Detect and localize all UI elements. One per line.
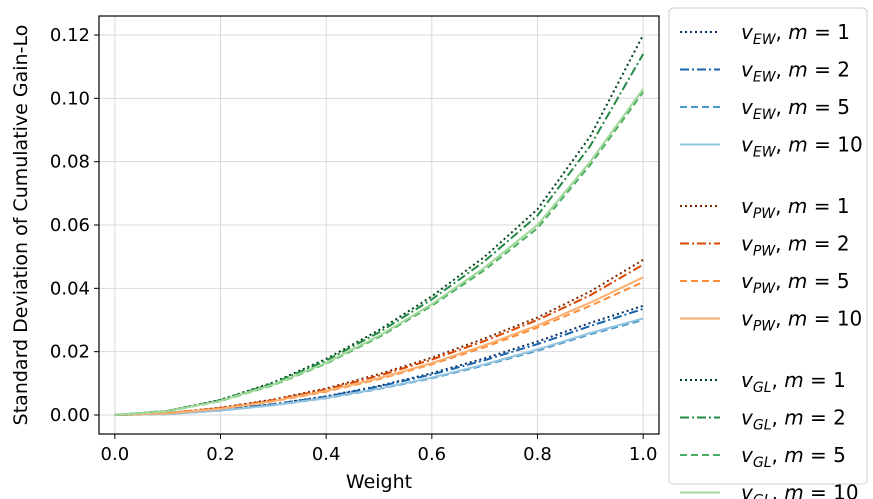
legend-label-ew-m5: vEW, m = 5 — [741, 95, 850, 123]
x-tick-label: 0.4 — [312, 444, 341, 465]
x-axis-label: Weight — [346, 471, 412, 493]
legend-label-pw-m5: vPW, m = 5 — [741, 269, 850, 297]
x-tick-label: 0.0 — [101, 444, 130, 465]
series-line-gl-m10 — [114, 88, 645, 416]
series-line-ew-m10 — [114, 317, 644, 416]
y-tick-label: 0.10 — [50, 88, 90, 109]
legend-label-pw-m1: vPW, m = 1 — [741, 194, 850, 222]
x-tick-label: 1.0 — [629, 444, 658, 465]
legend-label-pw-m2: vPW, m = 2 — [741, 232, 850, 260]
legend-label-gl-m2: vGL, m = 2 — [741, 406, 846, 434]
legend-label-pw-m10: vPW, m = 10 — [741, 307, 862, 335]
y-tick-label: 0.12 — [50, 25, 90, 46]
y-axis-ticks: 0.00 0.02 0.04 0.06 0.08 0.10 0.12 — [50, 25, 99, 426]
y-tick-label: 0.06 — [50, 215, 90, 236]
series-lines — [114, 34, 645, 416]
x-tick-label: 0.6 — [418, 444, 447, 465]
legend-label-ew-m2: vEW, m = 2 — [741, 58, 850, 86]
gridlines — [99, 16, 659, 434]
legend-label-gl-m10: vGL, m = 10 — [741, 481, 859, 499]
legend-frame — [668, 7, 868, 485]
series-line-ew-m1 — [114, 304, 644, 416]
x-tick-label: 0.2 — [206, 444, 235, 465]
x-axis-ticks: 0.0 0.2 0.4 0.6 0.8 1.0 — [101, 434, 658, 465]
series-line-pw-m10 — [114, 276, 644, 416]
y-axis-label: Standard Deviation of Cumulative Gain-Lo — [10, 25, 32, 426]
x-tick-label: 0.8 — [523, 444, 552, 465]
y-tick-label: 0.00 — [50, 405, 90, 426]
series-line-pw-m1 — [114, 258, 644, 416]
legend-label-gl-m5: vGL, m = 5 — [741, 443, 846, 471]
legend-label-ew-m10: vEW, m = 10 — [741, 133, 863, 161]
legend-label-gl-m1: vGL, m = 1 — [741, 368, 846, 396]
y-tick-label: 0.08 — [50, 152, 90, 173]
y-tick-label: 0.04 — [50, 278, 90, 299]
series-line-gl-m1 — [114, 34, 645, 416]
legend-label-ew-m1: vEW, m = 1 — [741, 20, 850, 48]
y-tick-label: 0.02 — [50, 342, 90, 363]
legend: vEW, m = 1 vEW, m = 2 vEW, m = 5 vEW, m = 1… — [668, 7, 868, 499]
